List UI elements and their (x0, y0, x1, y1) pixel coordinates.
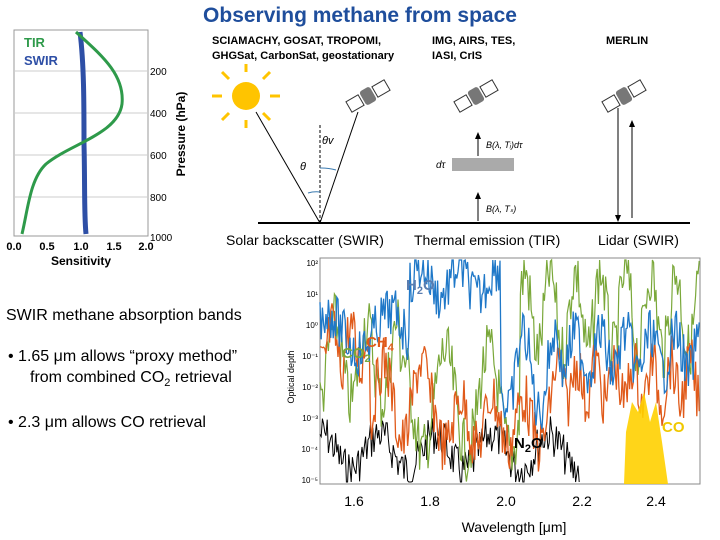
xtick-2: 2.0 (138, 241, 153, 253)
swir-sensitivity-line (77, 31, 89, 235)
sun-icon (212, 64, 280, 128)
surface-emission-formula: B(λ, Tₛ) (486, 204, 516, 214)
legend-tir: TIR (24, 35, 46, 50)
page-title: Observing methane from space (203, 4, 517, 27)
label-ch4: CH4 (366, 334, 395, 354)
spectrum-curves (319, 258, 700, 483)
bands-heading: SWIR methane absorption bands (6, 307, 242, 324)
profile-xlabel: Sensitivity (51, 254, 111, 268)
ytick-600: 600 (150, 151, 167, 162)
spectrum-ylabel: Optical depth (286, 350, 296, 403)
n2o-curve (319, 416, 580, 483)
label-h2o: H2O (406, 277, 435, 297)
ytick-1e2: 10² (306, 259, 318, 268)
label-co2: CO2 (342, 345, 371, 365)
label-co: CO (662, 419, 685, 436)
ytick-400: 400 (150, 109, 167, 120)
swir-instruments-line1: SCIAMACHY, GOSAT, TROPOMI, (212, 35, 381, 47)
h2o-curve (319, 258, 700, 430)
satellite-icon-lidar (601, 79, 647, 113)
ytick-200: 200 (150, 67, 167, 78)
xtick-1.8: 1.8 (420, 493, 440, 509)
ytick-1e-3: 10⁻³ (302, 414, 318, 423)
lidar-instrument: MERLIN (606, 35, 648, 47)
mode-lidar-caption: Lidar (SWIR) (598, 232, 679, 248)
ytick-1e0: 10⁰ (306, 321, 318, 330)
swir-instruments-line2: GHGSat, CarbonSat, geostationary (212, 50, 395, 62)
dtau-symbol: dτ (436, 160, 447, 171)
xtick-1: 1.0 (73, 241, 88, 253)
ytick-1e1: 10¹ (306, 290, 318, 299)
ytick-1e-5: 10⁻⁵ (302, 476, 318, 485)
ytick-800: 800 (150, 193, 167, 204)
tir-instruments-line2: IASI, CrIS (432, 50, 482, 62)
profile-ylabel: Pressure (hPa) (174, 92, 188, 177)
legend-swir: SWIR (24, 53, 59, 68)
spectrum-xlabel: Wavelength [μm] (462, 519, 567, 535)
theta-v-symbol: θv (322, 135, 335, 147)
mode-tir-caption: Thermal emission (TIR) (414, 232, 561, 248)
co-band-fill (624, 392, 668, 484)
xtick-2.4: 2.4 (646, 493, 666, 509)
satellite-icon-swir (345, 79, 391, 113)
xtick-2.2: 2.2 (572, 493, 592, 509)
satellite-icon-tir (453, 79, 499, 113)
ytick-1e-2: 10⁻² (302, 383, 318, 392)
tir-sensitivity-line (20, 30, 124, 235)
ytick-1000: 1000 (150, 233, 173, 244)
xtick-1.6: 1.6 (344, 493, 364, 509)
reflected-ray (319, 111, 359, 224)
xtick-1.5: 1.5 (106, 241, 121, 253)
incident-ray (255, 111, 321, 224)
xtick-0.5: 0.5 (39, 241, 54, 253)
absorption-spectrum-plot: Optical depth 10² 10¹ 10⁰ 10⁻¹ 10⁻² 10⁻³… (286, 257, 701, 535)
observing-geometry-diagram: SCIAMACHY, GOSAT, TROPOMI, GHGSat, Carbo… (212, 35, 690, 224)
ytick-1e-1: 10⁻¹ (302, 352, 318, 361)
profile-frame (13, 29, 149, 237)
sensitivity-profile-plot: TIR SWIR 200 400 600 800 1000 Pressure (… (6, 29, 188, 268)
atmospheric-layer (452, 158, 514, 171)
bullet-proxy-line1: • 1.65 μm allows “proxy method” (8, 348, 238, 365)
bullet-co-retrieval: • 2.3 μm allows CO retrieval (8, 414, 206, 431)
xtick-2.0: 2.0 (496, 493, 516, 509)
ch4-curve (319, 303, 700, 472)
tir-instruments-line1: IMG, AIRS, TES, (432, 35, 515, 47)
mode-swir-caption: Solar backscatter (SWIR) (226, 232, 384, 248)
xtick-0: 0.0 (6, 241, 21, 253)
ytick-1e-4: 10⁻⁴ (301, 445, 318, 454)
label-n2o: N2O (514, 435, 543, 455)
layer-emission-formula: B(λ, Tᵢ)dτ (486, 140, 523, 150)
bullet-proxy-line2: from combined CO2 retrieval (30, 369, 232, 390)
co-absorption-region (624, 392, 668, 484)
theta-symbol: θ (300, 161, 306, 173)
